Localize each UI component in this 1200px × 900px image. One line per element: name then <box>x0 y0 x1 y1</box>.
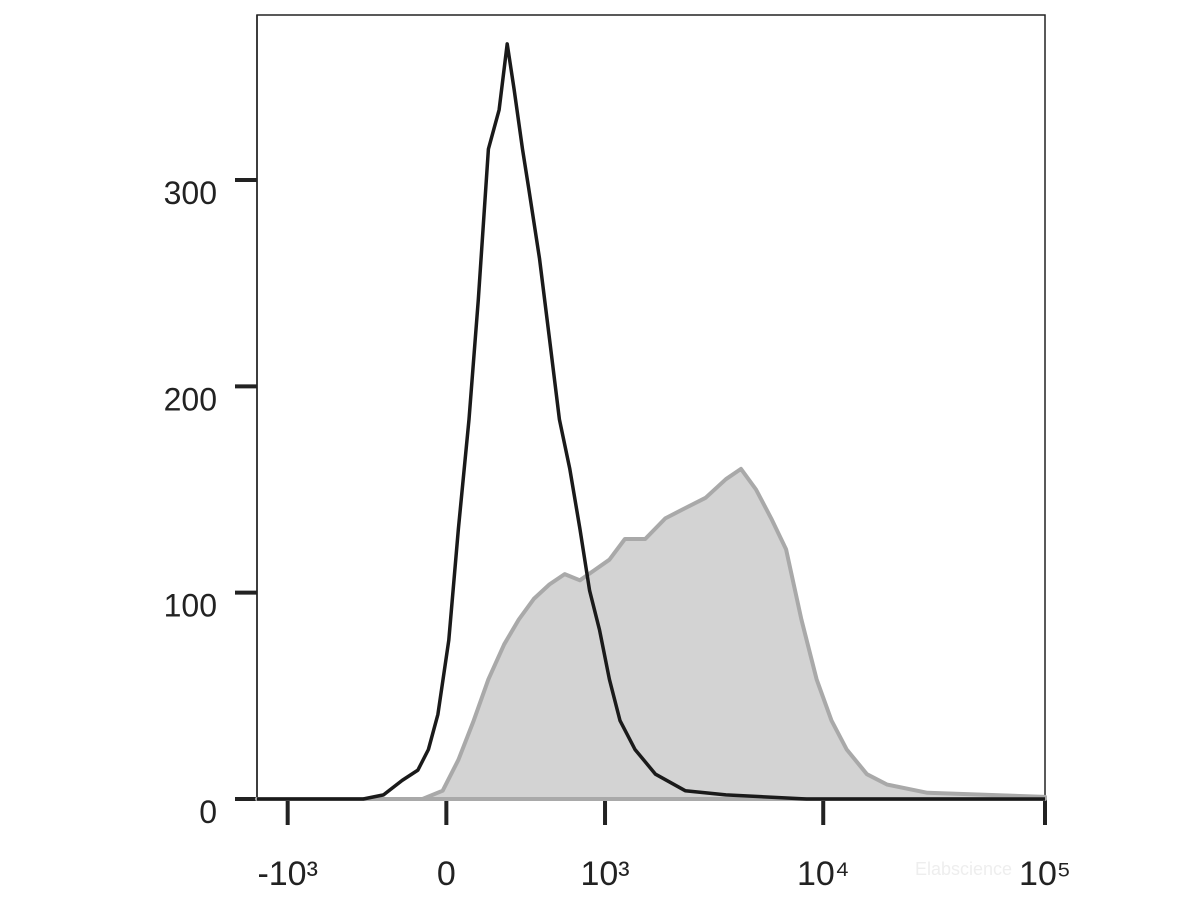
y-tick-label: 100 <box>164 588 217 624</box>
y-tick-label: 0 <box>199 794 217 830</box>
x-tick-label: 10⁴ <box>797 855 849 893</box>
y-tick-label: 300 <box>164 175 217 211</box>
x-tick-label: 10⁵ <box>1019 855 1071 893</box>
histogram-line <box>257 42 1045 801</box>
x-tick-label: -10³ <box>257 855 317 893</box>
watermark: Elabscience <box>915 859 1012 879</box>
y-tick-label: 200 <box>164 381 217 417</box>
x-tick-label: 0 <box>437 855 456 893</box>
histogram-area <box>255 466 1047 801</box>
x-tick-label: 10³ <box>580 855 629 893</box>
